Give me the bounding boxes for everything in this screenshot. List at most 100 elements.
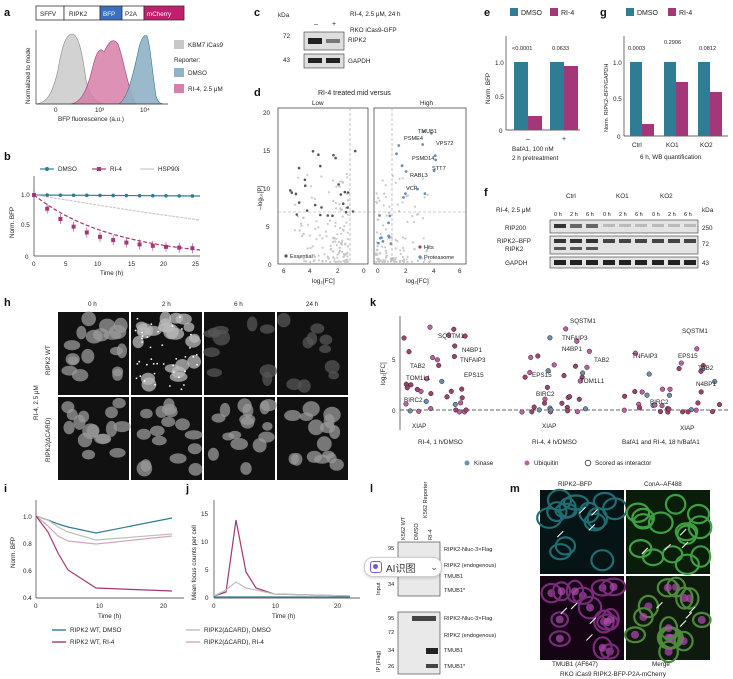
f-band-rip200: [619, 224, 631, 227]
k-protein-point: [434, 357, 440, 363]
volcano-point: [375, 192, 378, 195]
m-cell-outline: [628, 538, 653, 559]
k-ylabel: log₂[FC]: [380, 362, 387, 385]
m-nucleus: [555, 615, 564, 624]
k-protein-point: [428, 406, 434, 412]
k-protein-point: [462, 333, 468, 339]
chevron-down-icon[interactable]: ⌄: [430, 561, 438, 572]
d-legend-hits: Hits: [424, 245, 434, 251]
l-input-marker-34: 34: [388, 582, 394, 588]
panel-a: a SFFV RIPK2 BFP P2A mCherry 0 10³ 10⁴ B…: [4, 5, 223, 123]
volcano-point-proteasome: [397, 144, 401, 147]
h-cell: [95, 433, 111, 444]
b-plot-area: 0 0.5 1.0 0 5 10 15 20 25 Time (h) Norm.…: [9, 176, 201, 277]
h-focus-puncta: [141, 337, 143, 340]
k-protein-point: [446, 332, 452, 338]
k-protein-point: [414, 386, 420, 392]
h-cell: [259, 400, 270, 415]
volcano-point: [337, 251, 341, 254]
k-protein-point: [519, 409, 525, 415]
k-g2-xiap: XIAP: [542, 423, 556, 430]
volcano-point: [298, 229, 301, 232]
volcano-point: [327, 191, 330, 194]
h-focus-puncta: [169, 385, 171, 387]
volcano-point: [396, 240, 399, 243]
f-marker-43: 43: [702, 260, 710, 267]
k-protein-point: [522, 374, 528, 380]
volcano-point: [387, 211, 390, 215]
m-cell-outline: [565, 579, 585, 604]
volcano-point: [376, 257, 379, 261]
volcano-point: [406, 260, 409, 264]
histogram-ylabel: Normalized to mode: [25, 47, 32, 104]
b-series-hsp90i: [33, 194, 201, 221]
h-focus-puncta: [149, 346, 152, 349]
g-legend-ri4: RI-4: [679, 10, 692, 17]
i-series-wt-dmso: [35, 515, 173, 534]
volcano-point: [300, 224, 303, 227]
c-band-gapdh-ri4: [326, 58, 340, 63]
m-cell-outline: [656, 578, 679, 598]
k-protein-point: [685, 409, 691, 415]
k-protein-point: [535, 353, 541, 359]
h-cell: [116, 343, 127, 359]
k-protein-point: [676, 366, 682, 372]
b-marker-dmso: [177, 194, 181, 198]
volcano-point-essential: [331, 214, 334, 217]
volcano-point-essential: [317, 153, 320, 156]
j-ytick-2: 10: [201, 539, 209, 546]
m-cell-outline: [550, 611, 569, 628]
volcano-point: [345, 172, 348, 175]
c-blot-ripk2: [303, 31, 345, 51]
legend-ri4: RI-4, 2.5 μM: [188, 86, 223, 93]
h-cell: [203, 347, 220, 358]
l-ip-marker-72: 72: [388, 630, 394, 636]
f-band-ripk2-bfp: [603, 239, 615, 243]
h-cell: [323, 413, 335, 429]
h-focus-puncta: [154, 383, 157, 386]
k-protein-point: [427, 324, 433, 330]
h-cell: [247, 316, 258, 332]
volcano-point: [375, 200, 378, 203]
h-cell: [316, 436, 332, 452]
h-cell: [113, 421, 131, 433]
k-protein-point: [667, 386, 673, 392]
volcano-point: [395, 260, 398, 263]
volcano-point-essential: [311, 150, 315, 153]
d-ytick-5: 5: [266, 224, 270, 231]
k-group-2: RI-4, 4 h/DMSO: [532, 439, 577, 446]
l-section-input: Input: [376, 582, 382, 595]
h-focus-puncta: [172, 371, 175, 373]
volcano-point: [422, 260, 425, 264]
m-arrow-marker: [570, 602, 578, 610]
d-xlabel-high: log₂[FC]: [406, 278, 429, 285]
volcano-point: [414, 205, 417, 208]
k-protein-point: [452, 343, 458, 349]
volcano-point-essential: [320, 206, 323, 209]
panel-letter-h: h: [4, 297, 11, 309]
panel-g: g DMSO RI-4 0.0003 0.2906 0.0812 0 0.5 1…: [600, 7, 728, 161]
volcano-point-proteasome: [434, 158, 438, 162]
h-focus-puncta: [134, 329, 137, 332]
g-bar-ko1-ri4: [676, 82, 688, 136]
b-ytick-0: 0: [25, 254, 29, 261]
k-protein-point: [657, 409, 664, 415]
volcano-point: [384, 249, 387, 252]
volcano-point: [375, 260, 378, 264]
h-cell: [112, 398, 126, 409]
k-protein-point: [541, 400, 548, 406]
f-band-ripk2-bfp: RIPK2–BFP: [497, 238, 531, 245]
volcano-point-proteasome: [387, 235, 391, 239]
k-g1-n4bp1: N4BP1: [462, 347, 482, 354]
h-cell: [158, 318, 173, 333]
d-legend-essential: Essential: [290, 254, 313, 260]
h-cell: [258, 431, 275, 443]
m-cell-outline: [592, 636, 613, 660]
k-g1-eps15: EPS15: [464, 372, 484, 379]
volcano-point: [338, 185, 341, 188]
m-cell-outline: [674, 522, 699, 542]
volcano-point: [336, 233, 339, 236]
volcano-point: [404, 237, 407, 240]
ai-image-recognition-widget[interactable]: AI识图 ⌄: [364, 557, 442, 577]
e-group-minus: –: [526, 136, 530, 143]
